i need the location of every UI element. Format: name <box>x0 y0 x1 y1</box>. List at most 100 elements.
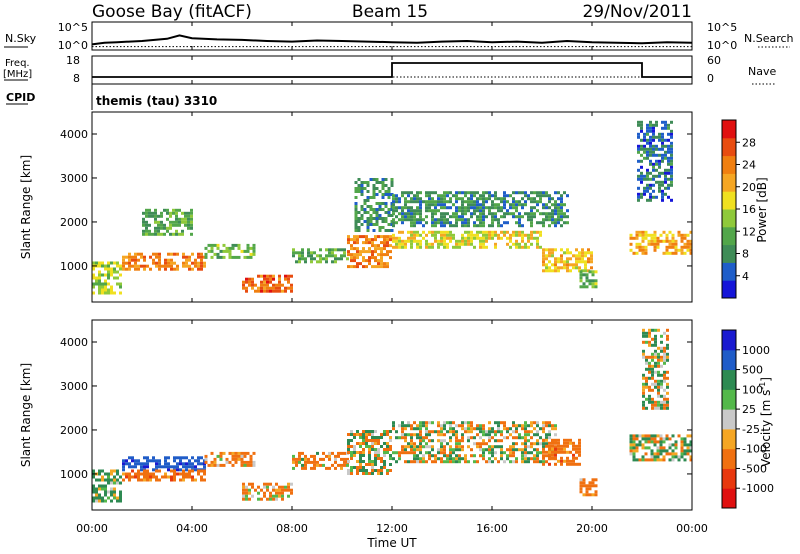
power-cell-9 <box>449 206 452 210</box>
velocity-cell-4 <box>284 485 287 489</box>
power-cell-12 <box>665 251 669 255</box>
velocity-cell-5 <box>337 451 340 455</box>
power-cell-4 <box>278 277 281 281</box>
power-cell-8 <box>461 239 464 243</box>
velocity-cell-6 <box>356 451 359 454</box>
power-cell-9 <box>479 194 482 198</box>
velocity-cell-7 <box>410 448 413 452</box>
velocity-cell-1 <box>131 456 134 460</box>
power-cell-8 <box>512 242 515 246</box>
power-cell-2 <box>175 214 178 218</box>
velocity-cell-4 <box>266 482 269 486</box>
velocity-cell-10 <box>674 455 678 459</box>
velocity-cell-3 <box>219 454 223 458</box>
power-cell-1 <box>155 261 158 265</box>
velocity-cell-6 <box>377 472 380 475</box>
power-cell-7 <box>363 202 367 205</box>
power-cell-4 <box>275 283 278 287</box>
power-cell-8 <box>494 230 497 234</box>
power-cell-8 <box>488 230 491 234</box>
power-cell-13 <box>652 174 655 178</box>
velocity-cell-7 <box>485 433 488 437</box>
velocity-cell-6 <box>380 445 383 448</box>
power-cell-1 <box>164 267 167 271</box>
power-cell-13 <box>646 183 649 187</box>
power-cell-9 <box>464 191 467 195</box>
power-cell-9 <box>455 218 458 222</box>
power-cell-5 <box>334 254 337 258</box>
power-cell-6 <box>368 250 371 254</box>
power-cell-12 <box>644 248 648 252</box>
power-cell-1 <box>143 264 146 268</box>
velocity-cell-1 <box>176 465 179 469</box>
power-cell-12 <box>629 242 633 246</box>
power-cell-12 <box>650 233 654 237</box>
power-cell-8 <box>458 239 461 243</box>
power-cell-7 <box>384 178 388 181</box>
power-cell-13 <box>664 126 667 130</box>
power-cell-2 <box>145 214 148 218</box>
power-cell-5 <box>316 260 319 264</box>
velocity-cell-1 <box>128 462 131 466</box>
velocity-cell-7 <box>449 460 452 464</box>
power-cell-9 <box>542 203 545 207</box>
power-cell-9 <box>548 215 551 219</box>
power-cell-8 <box>467 236 470 240</box>
velocity-cell-7 <box>524 448 527 452</box>
velocity-cell-8 <box>563 438 566 442</box>
velocity-cell-7 <box>440 430 443 434</box>
power-cell-9 <box>512 191 515 195</box>
velocity-cell-2 <box>164 475 167 479</box>
power-cell-10 <box>563 260 566 264</box>
power-cell-0 <box>101 264 104 268</box>
power-cell-9 <box>545 218 548 222</box>
power-cell-5 <box>328 254 331 258</box>
power-cell-5 <box>301 257 304 261</box>
velocity-cell-8 <box>554 453 557 457</box>
velocity-cell-7 <box>470 454 473 458</box>
power-cell-10 <box>542 263 545 267</box>
velocity-cell-7 <box>476 427 479 431</box>
velocity-cell-7 <box>440 424 443 428</box>
velocity-cell-11 <box>666 358 669 362</box>
velocity-cell-1 <box>167 465 170 469</box>
power-cell-6 <box>356 265 359 269</box>
power-cell-13 <box>661 120 664 124</box>
power-cell-6 <box>350 253 353 257</box>
power-cell-7 <box>387 196 391 199</box>
velocity-cell-1 <box>197 459 200 463</box>
power-cell-0 <box>92 267 95 271</box>
velocity-cell-5 <box>343 451 346 455</box>
velocity-cell-10 <box>632 437 636 441</box>
velocity-cell-11 <box>645 340 648 344</box>
velocity-cell-7 <box>548 421 551 425</box>
velocity-cell-7 <box>464 454 467 458</box>
power-cell-9 <box>467 206 470 210</box>
power-cell-10 <box>545 257 548 261</box>
velocity-cell-7 <box>410 424 413 428</box>
velocity-cell-7 <box>455 439 458 443</box>
power-cell-5 <box>298 260 301 264</box>
time-axis: 00:00 04:00 08:00 12:00 16:00 20:00 00:00 <box>76 22 708 535</box>
velocity-cell-5 <box>316 460 319 464</box>
velocity-cell-7 <box>398 454 401 458</box>
noise-left-tick-top: 10^5 <box>58 21 88 34</box>
power-cell-13 <box>661 138 664 142</box>
velocity-colorbar-segment <box>722 330 736 351</box>
power-cell-13 <box>667 171 670 175</box>
velocity-cell-2 <box>188 472 191 476</box>
velocity-cell-11 <box>663 373 666 377</box>
power-cell-13 <box>655 147 658 151</box>
power-cell-7 <box>369 205 373 208</box>
power-cell-10 <box>572 263 575 267</box>
power-cell-9 <box>428 203 431 207</box>
power-cell-6 <box>374 244 377 248</box>
power-cell-9 <box>458 218 461 222</box>
velocity-cell-4 <box>272 488 275 492</box>
power-cell-0 <box>98 288 101 292</box>
power-cell-8 <box>410 239 413 243</box>
power-cell-6 <box>371 241 374 245</box>
power-cell-6 <box>389 235 392 239</box>
power-cell-4 <box>278 286 281 290</box>
power-cell-5 <box>328 251 331 255</box>
